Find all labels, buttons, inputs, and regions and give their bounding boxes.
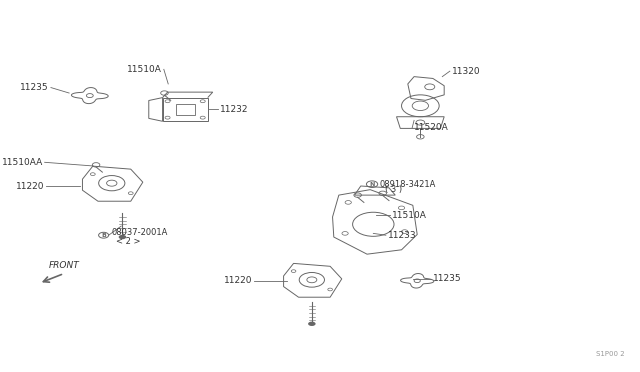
Text: S1P00 2: S1P00 2	[596, 351, 624, 357]
Text: 11232: 11232	[220, 105, 248, 114]
Text: 08037-2001A: 08037-2001A	[111, 228, 168, 237]
Bar	[163, 97, 208, 121]
Text: 11233: 11233	[388, 231, 417, 240]
Text: 11510A: 11510A	[127, 65, 162, 74]
Text: 11320: 11320	[452, 67, 481, 76]
Text: 11235: 11235	[433, 275, 461, 283]
Text: < 2 >: < 2 >	[116, 237, 141, 246]
Circle shape	[308, 322, 316, 326]
Text: 08918-3421A: 08918-3421A	[380, 180, 436, 189]
Text: 11510A: 11510A	[392, 211, 427, 219]
Bar	[176, 104, 195, 115]
Text: 11520A: 11520A	[414, 123, 449, 132]
Circle shape	[118, 235, 126, 239]
Text: 11235: 11235	[20, 83, 49, 92]
Text: 11220: 11220	[224, 276, 252, 285]
Text: N: N	[369, 182, 375, 187]
Text: 11510AA: 11510AA	[1, 158, 43, 167]
Text: 11220: 11220	[15, 182, 44, 190]
Text: ( 3 ): ( 3 )	[385, 185, 402, 194]
Text: FRONT: FRONT	[49, 261, 79, 270]
Text: B: B	[101, 233, 106, 238]
